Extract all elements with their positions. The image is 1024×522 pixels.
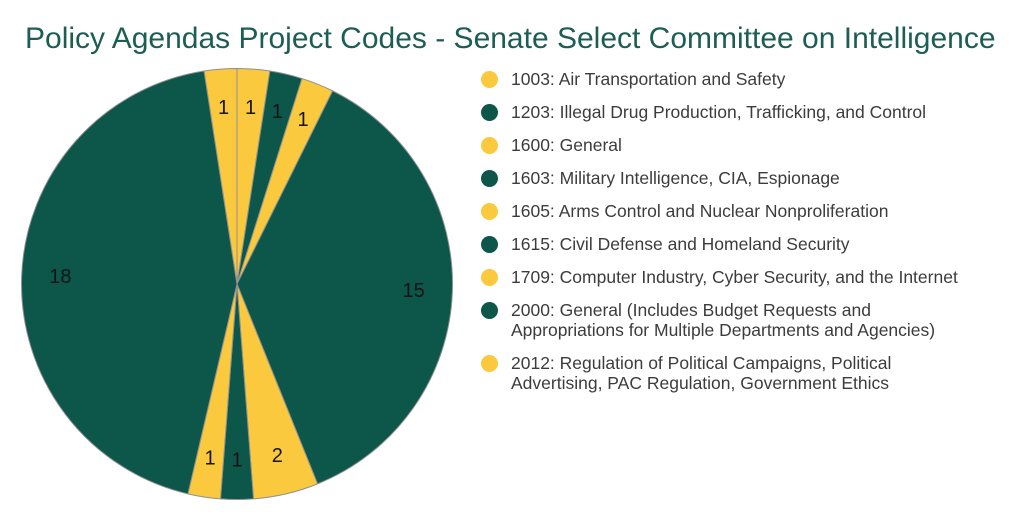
pie-slice-value-1203: 1 [272,101,283,123]
pie-slice-value-1709: 1 [204,448,215,470]
pie-slice-value-1003: 1 [245,97,256,119]
legend-item-1615: 1615: Civil Defense and Homeland Securit… [481,234,1011,254]
legend-label: 1605: Arms Control and Nuclear Nonprolif… [511,201,889,221]
legend-item-2012: 2012: Regulation of Political Campaigns,… [481,353,1011,393]
pie-slice-2000 [21,70,238,495]
legend-label: 2000: General (Includes Budget Requests … [511,300,936,340]
chart-title: Policy Agendas Project Codes - Senate Se… [25,22,996,55]
pie-slice-value-1615: 1 [231,450,242,472]
pie-slice-value-2012: 1 [218,97,229,119]
legend-marker-icon [481,103,498,121]
pie-slice-value-2000: 18 [49,266,71,288]
legend-item-1003: 1003: Air Transportation and Safety [481,69,1011,89]
legend-label: 2012: Regulation of Political Campaigns,… [511,353,892,393]
legend-item-1203: 1203: Illegal Drug Production, Trafficki… [481,102,1011,122]
legend-marker-icon [481,169,498,187]
pie-slice-2012 [203,68,238,285]
legend-item-1600: 1600: General [481,135,1011,155]
legend-label: 1615: Civil Defense and Homeland Securit… [511,234,850,254]
legend-label: 1203: Illegal Drug Production, Trafficki… [511,102,927,122]
pie-slice-1603 [236,90,453,485]
legend-item-1709: 1709: Computer Industry, Cyber Security,… [481,267,1011,287]
legend-marker-icon [481,136,498,154]
pie-slice-value-1605: 2 [272,445,283,467]
legend-marker-icon [481,235,498,253]
legend-item-1603: 1603: Military Intelligence, CIA, Espion… [481,168,1011,188]
legend-item-1605: 1605: Arms Control and Nuclear Nonprolif… [481,201,1011,221]
legend-marker-icon [481,301,498,319]
legend-label: 1003: Air Transportation and Safety [511,69,786,89]
legend-marker-icon [481,268,498,286]
legend-item-2000: 2000: General (Includes Budget Requests … [481,300,1011,340]
legend-marker-icon [481,354,498,372]
pie-slice-value-1600: 1 [298,109,309,131]
legend-label: 1709: Computer Industry, Cyber Security,… [511,267,958,287]
legend-label: 1603: Military Intelligence, CIA, Espion… [511,168,840,188]
legend-label: 1600: General [511,135,622,155]
legend-marker-icon [481,70,498,88]
legend: 1003: Air Transportation and Safety 1203:… [481,69,1011,393]
legend-marker-icon [481,202,498,220]
pie-slice-value-1603: 15 [402,280,424,302]
